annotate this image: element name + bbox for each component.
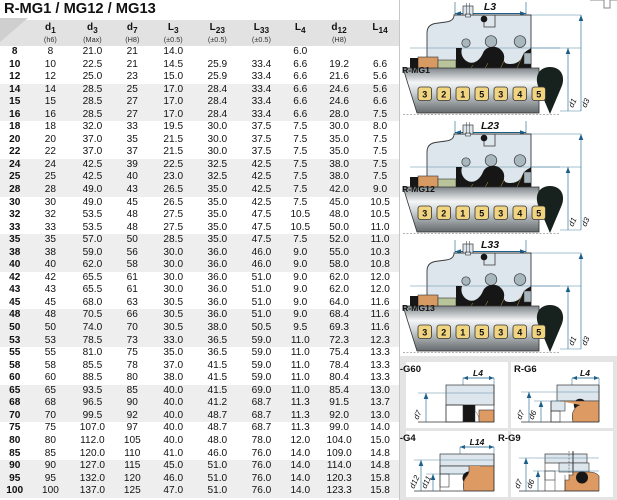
svg-text:2: 2 <box>441 208 446 218</box>
svg-text:3: 3 <box>422 327 427 337</box>
svg-text:d7: d7 <box>515 408 527 420</box>
svg-text:L23: L23 <box>481 120 499 132</box>
svg-text:L4: L4 <box>580 368 590 378</box>
svg-text:2: 2 <box>441 327 446 337</box>
svg-text:1: 1 <box>460 327 465 337</box>
svg-text:2: 2 <box>441 89 446 99</box>
svg-text:5: 5 <box>479 89 484 99</box>
svg-text:R-G6: R-G6 <box>514 364 537 375</box>
svg-text:1: 1 <box>460 89 465 99</box>
svg-text:d7: d7 <box>513 477 525 489</box>
svg-text:3: 3 <box>422 208 427 218</box>
svg-text:d12: d12 <box>408 473 422 489</box>
svg-text:4: 4 <box>517 208 522 218</box>
svg-text:L14: L14 <box>470 437 485 447</box>
svg-text:4: 4 <box>517 89 522 99</box>
svg-text:5: 5 <box>479 327 484 337</box>
svg-text:d7: d7 <box>412 408 424 420</box>
svg-text:d1: d1 <box>567 97 579 109</box>
svg-text:d3: d3 <box>580 215 592 227</box>
svg-text:L4: L4 <box>473 368 483 378</box>
svg-text:4: 4 <box>517 327 522 337</box>
svg-text:d1: d1 <box>567 216 579 228</box>
svg-text:d3: d3 <box>580 334 592 346</box>
svg-text:3: 3 <box>498 208 503 218</box>
svg-text:1: 1 <box>460 208 465 218</box>
svg-text:R-G60: R-G60 <box>399 364 421 375</box>
svg-text:R-MG1: R-MG1 <box>402 65 430 75</box>
svg-text:5: 5 <box>536 89 541 99</box>
svg-text:L33: L33 <box>481 239 499 251</box>
svg-text:R-G4: R-G4 <box>399 433 416 444</box>
svg-text:d11: d11 <box>420 474 434 489</box>
svg-text:d3: d3 <box>580 96 592 108</box>
svg-text:5: 5 <box>536 327 541 337</box>
svg-text:5: 5 <box>479 208 484 218</box>
svg-text:R-MG13: R-MG13 <box>402 303 435 313</box>
svg-text:d6: d6 <box>527 408 539 420</box>
svg-text:3: 3 <box>498 327 503 337</box>
svg-text:d6: d6 <box>525 477 537 489</box>
svg-text:L3: L3 <box>484 1 496 13</box>
svg-text:R-MG12: R-MG12 <box>402 184 435 194</box>
svg-text:3: 3 <box>498 89 503 99</box>
svg-text:3: 3 <box>422 89 427 99</box>
svg-text:R-G9: R-G9 <box>498 433 521 444</box>
svg-text:d1: d1 <box>567 335 579 347</box>
svg-text:5: 5 <box>536 208 541 218</box>
